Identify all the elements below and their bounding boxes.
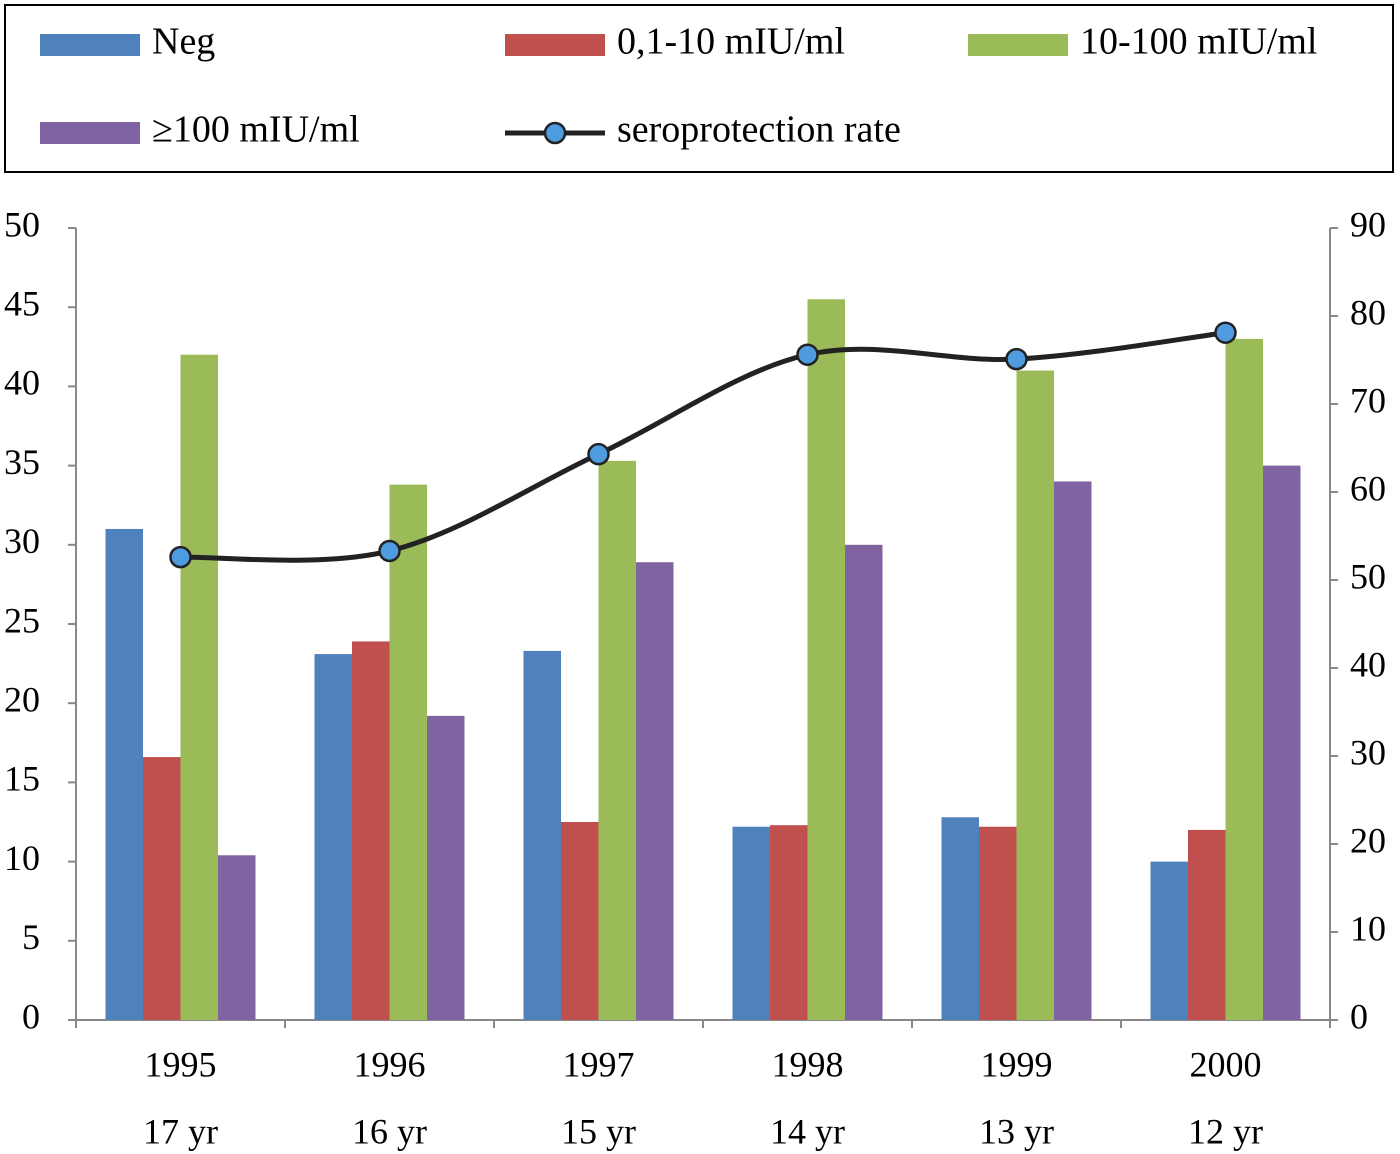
x-tick-label: 1995 (145, 1044, 217, 1084)
x-tick-label: 1998 (772, 1044, 844, 1084)
y-tick-label: 5 (22, 917, 40, 957)
legend-swatch (968, 34, 1068, 56)
y-tick-label: 40 (4, 363, 40, 403)
y2-tick-label: 0 (1350, 996, 1368, 1036)
y2-tick-label: 50 (1350, 556, 1386, 596)
line-marker (378, 539, 401, 563)
legend-box (4, 4, 1394, 173)
x-tick-label: 1999 (981, 1044, 1053, 1084)
legend-label: seroprotection rate (617, 109, 901, 151)
y-tick-label: 20 (4, 679, 40, 719)
x-tick-label: 1996 (354, 1044, 426, 1084)
bar (352, 641, 390, 1020)
legend-marker (543, 121, 567, 145)
legend-swatch (505, 34, 605, 56)
legend-label: 10-100 mIU/ml (1080, 21, 1317, 63)
bar (1054, 481, 1092, 1020)
line-marker (1005, 347, 1028, 371)
legend-swatch (40, 34, 140, 56)
x-tick-label: 15 yr (561, 1111, 636, 1151)
y-tick-label: 45 (4, 283, 40, 323)
bar (807, 299, 845, 1020)
x-tick-label: 17 yr (143, 1111, 218, 1151)
line-marker (796, 343, 819, 366)
bar (979, 826, 1017, 1020)
x-tick-label: 1997 (563, 1044, 635, 1084)
y2-tick-label: 80 (1350, 292, 1386, 332)
bar (598, 460, 636, 1020)
y-tick-label: 25 (4, 600, 40, 640)
bar (389, 484, 427, 1020)
legend-swatch (40, 122, 140, 144)
x-tick-label: 12 yr (1188, 1111, 1263, 1151)
bar (845, 544, 883, 1020)
y-tick-label: 35 (4, 442, 40, 482)
line-marker (587, 442, 610, 466)
line-marker (1214, 321, 1237, 344)
bar (427, 715, 465, 1020)
y-tick-label: 30 (4, 521, 40, 561)
y2-tick-label: 60 (1350, 468, 1386, 508)
bar (143, 757, 181, 1020)
y2-tick-label: 90 (1350, 204, 1386, 244)
bar (1150, 861, 1188, 1020)
y-tick-label: 10 (4, 838, 40, 878)
x-tick-label: 13 yr (979, 1111, 1054, 1151)
line-marker (169, 545, 192, 569)
bar (1225, 338, 1263, 1020)
y2-tick-label: 10 (1350, 908, 1386, 948)
y-tick-label: 15 (4, 759, 40, 799)
x-tick-label: 16 yr (352, 1111, 427, 1151)
y2-tick-label: 20 (1350, 820, 1386, 860)
bar (180, 354, 218, 1021)
bar (941, 817, 979, 1020)
bar (636, 562, 674, 1020)
y2-tick-label: 40 (1350, 644, 1386, 684)
bar (561, 822, 599, 1020)
bar (218, 855, 256, 1020)
bar (770, 825, 808, 1020)
legend-label: ≥100 mIU/ml (152, 109, 360, 151)
y-tick-label: 0 (22, 996, 40, 1036)
legend-label: 0,1-10 mIU/ml (617, 21, 845, 63)
x-tick-label: 2000 (1190, 1044, 1262, 1084)
bar (105, 528, 143, 1020)
bar (1188, 829, 1226, 1020)
y-tick-label: 50 (4, 204, 40, 244)
bar (1016, 370, 1054, 1020)
x-tick-label: 14 yr (770, 1111, 845, 1151)
legend-label: Neg (152, 21, 215, 63)
bar (314, 654, 352, 1020)
y2-tick-label: 70 (1350, 380, 1386, 420)
series-line (180, 330, 1226, 563)
bar (1263, 465, 1301, 1021)
y2-tick-label: 30 (1350, 732, 1386, 772)
bar (732, 826, 770, 1020)
bar (523, 650, 561, 1020)
